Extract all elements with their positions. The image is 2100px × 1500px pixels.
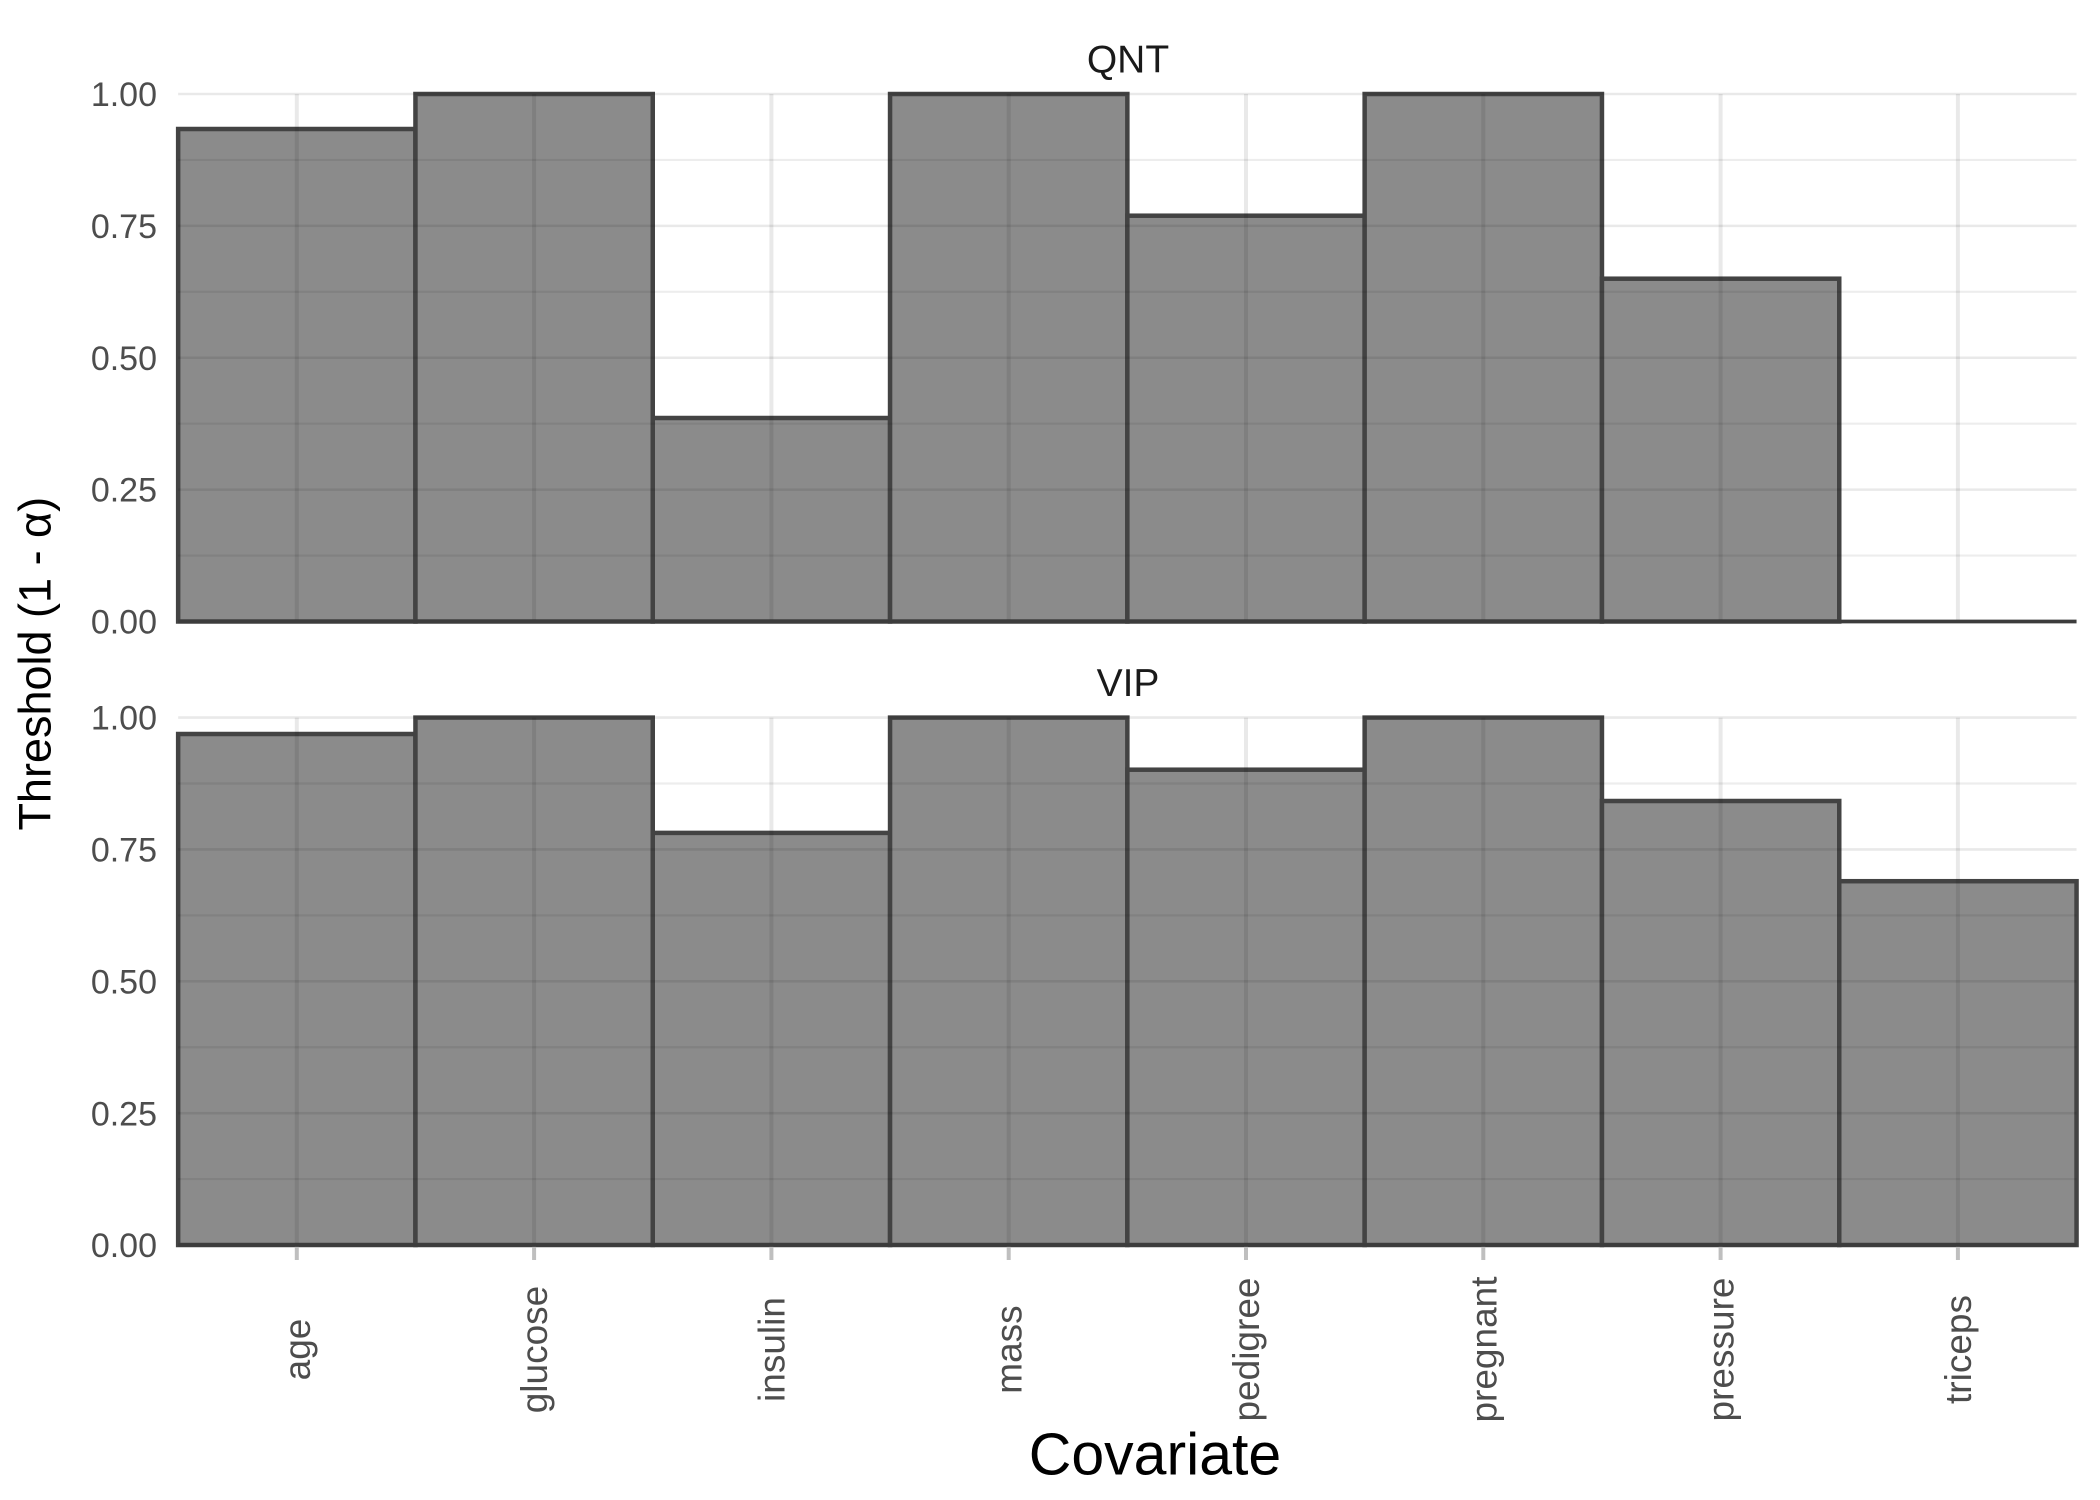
svg-text:triceps: triceps [1938,1295,1979,1404]
svg-text:pressure: pressure [1701,1278,1742,1422]
svg-text:insulin: insulin [751,1297,792,1402]
svg-text:0.25: 0.25 [91,472,157,510]
svg-text:0.00: 0.00 [91,604,157,642]
svg-text:1.00: 1.00 [91,76,157,114]
svg-text:0.75: 0.75 [91,832,157,870]
svg-text:pedigree: pedigree [1226,1277,1267,1421]
svg-text:Threshold (1 - α): Threshold (1 - α) [9,497,60,831]
svg-text:Covariate: Covariate [1029,1421,1282,1487]
svg-text:0.25: 0.25 [91,1095,157,1133]
svg-text:VIP: VIP [1097,662,1160,705]
svg-text:pregnant: pregnant [1463,1276,1504,1423]
svg-text:mass: mass [989,1305,1030,1393]
svg-text:0.00: 0.00 [91,1227,157,1265]
svg-text:glucose: glucose [514,1286,555,1414]
svg-text:QNT: QNT [1087,39,1169,82]
svg-text:1.00: 1.00 [91,700,157,738]
svg-text:0.75: 0.75 [91,208,157,246]
svg-text:0.50: 0.50 [91,340,157,378]
svg-text:0.50: 0.50 [91,963,157,1001]
svg-text:age: age [277,1319,318,1381]
